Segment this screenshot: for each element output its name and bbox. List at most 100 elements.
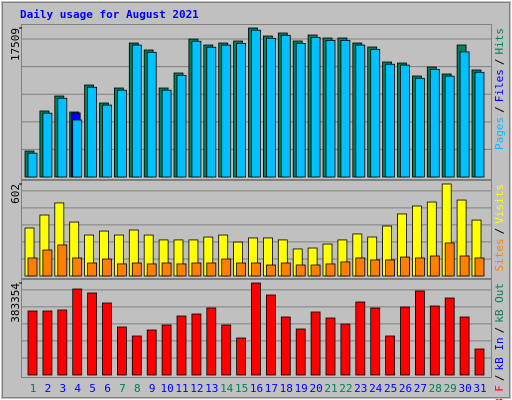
- bar: [221, 44, 232, 178]
- bar: [340, 323, 351, 376]
- bar: [325, 317, 336, 376]
- bar: [117, 326, 127, 376]
- bar: [459, 51, 470, 178]
- bar: [429, 68, 440, 178]
- bar: [414, 290, 425, 376]
- bar: [265, 294, 276, 376]
- legend-separator: /: [493, 59, 506, 66]
- bar: [385, 63, 396, 178]
- bar: [161, 324, 172, 376]
- bar: [206, 46, 217, 178]
- bar: [57, 309, 68, 376]
- bar: [57, 97, 68, 178]
- x-tick-label: 10: [160, 382, 173, 395]
- bar: [295, 328, 306, 376]
- bar: [42, 112, 53, 178]
- x-tick-label: 4: [74, 382, 81, 395]
- x-tick-label: 15: [235, 382, 248, 395]
- bar: [206, 307, 217, 376]
- bar: [310, 264, 321, 277]
- bar: [176, 74, 187, 178]
- bar: [117, 263, 127, 277]
- legend: Sites / Visits: [493, 184, 506, 272]
- x-tick-label: 27: [414, 382, 427, 395]
- bar: [102, 258, 112, 277]
- bar: [474, 71, 485, 178]
- y-tick-label: 17509: [9, 28, 22, 61]
- bar: [87, 262, 97, 277]
- bar: [459, 255, 470, 277]
- bar: [474, 257, 485, 277]
- bar: [102, 104, 112, 178]
- x-tick-label: 23: [354, 382, 367, 395]
- bar: [295, 42, 306, 178]
- bar: [429, 305, 440, 376]
- bar: [325, 263, 336, 277]
- x-tick-label: 19: [295, 382, 308, 395]
- x-tick-label: 7: [119, 382, 126, 395]
- bar: [459, 316, 470, 376]
- x-tick-label: 29: [444, 382, 457, 395]
- legend-entry: kB In: [493, 337, 506, 370]
- legend-separator: /: [493, 106, 506, 113]
- bar: [474, 348, 485, 376]
- x-tick-label: 5: [89, 382, 96, 395]
- bar: [191, 262, 202, 277]
- bar: [236, 262, 247, 277]
- bar: [72, 257, 83, 277]
- legend-entry: kB Out: [493, 283, 506, 323]
- bar: [161, 89, 172, 178]
- bar: [176, 315, 187, 376]
- bar: [400, 256, 410, 277]
- bar: [414, 77, 425, 178]
- x-tick-label: 1: [30, 382, 37, 395]
- bar: [102, 302, 112, 376]
- bar: [280, 262, 291, 277]
- bar: [355, 301, 366, 376]
- legend-entry: Hits: [493, 28, 506, 55]
- bar: [72, 119, 83, 178]
- x-tick-label: 6: [104, 382, 111, 395]
- bar: [370, 307, 381, 376]
- bar: [131, 44, 142, 178]
- bar: [42, 310, 53, 376]
- bar: [355, 257, 366, 277]
- bar: [444, 75, 455, 178]
- bar: [176, 263, 187, 277]
- bar: [117, 89, 127, 178]
- bar: [340, 40, 351, 178]
- x-tick-label: 26: [399, 382, 412, 395]
- bar: [385, 259, 396, 277]
- bar: [221, 324, 232, 376]
- bar: [161, 262, 172, 277]
- bar: [251, 29, 261, 178]
- bar: [191, 40, 202, 178]
- bar: [146, 329, 157, 376]
- bar: [27, 257, 38, 277]
- bar: [370, 48, 381, 178]
- x-tick-label: 18: [280, 382, 293, 395]
- bar: [57, 244, 68, 277]
- bar: [27, 152, 38, 178]
- legend-separator: /: [493, 327, 506, 334]
- bar: [251, 282, 261, 376]
- x-tick-label: 16: [250, 382, 263, 395]
- bar: [295, 264, 306, 277]
- legend: Pages / Files / Hits: [493, 28, 506, 150]
- bar: [280, 316, 291, 376]
- bar: [131, 335, 142, 376]
- bar: [221, 258, 232, 277]
- bar: [206, 262, 217, 277]
- bar: [325, 40, 336, 178]
- bar: [265, 37, 276, 178]
- x-tick-label: 21: [324, 382, 337, 395]
- x-tick-label: 13: [205, 382, 218, 395]
- bar: [310, 311, 321, 376]
- bar: [42, 249, 53, 277]
- bar: [146, 51, 157, 178]
- bar: [400, 306, 410, 376]
- bar: [27, 310, 38, 376]
- legend-separator: /: [493, 228, 506, 235]
